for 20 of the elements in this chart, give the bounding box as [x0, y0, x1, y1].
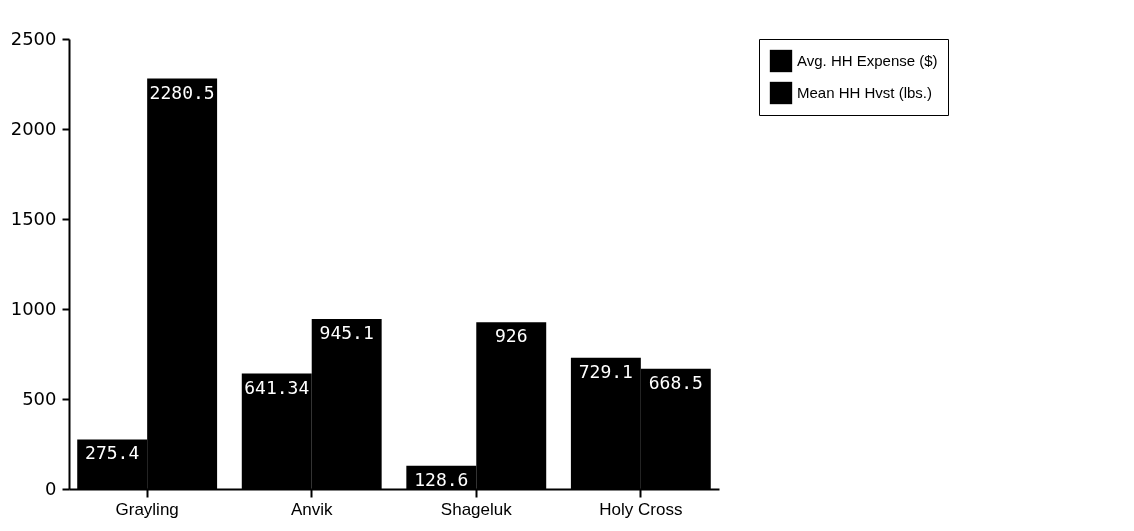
y-tick-label: 0: [45, 477, 57, 499]
legend-label: Avg. HH Expense ($): [797, 52, 938, 69]
x-tick-label: Grayling: [115, 499, 179, 519]
y-tick-label: 1000: [10, 297, 57, 319]
data-label: 641.34: [244, 376, 310, 398]
y-tick-label: 2000: [10, 117, 57, 139]
x-tick-label: Holy Cross: [599, 499, 683, 519]
data-label: 128.6: [414, 468, 469, 490]
data-label: 729.1: [578, 360, 633, 382]
data-label: 668.5: [648, 371, 703, 393]
data-label: 275.4: [85, 442, 140, 464]
y-tick-label: 1500: [10, 207, 57, 229]
y-tick-label: 500: [22, 387, 57, 409]
x-tick-label: Anvik: [290, 499, 333, 519]
x-tick-label: Shageluk: [440, 499, 513, 519]
data-label: 945.1: [319, 321, 374, 343]
legend-label: Mean HH Hvst (lbs.): [797, 84, 933, 101]
data-label: 2280.5: [149, 81, 215, 103]
y-tick-label: 2500: [10, 27, 57, 49]
data-label: 926: [494, 325, 528, 347]
